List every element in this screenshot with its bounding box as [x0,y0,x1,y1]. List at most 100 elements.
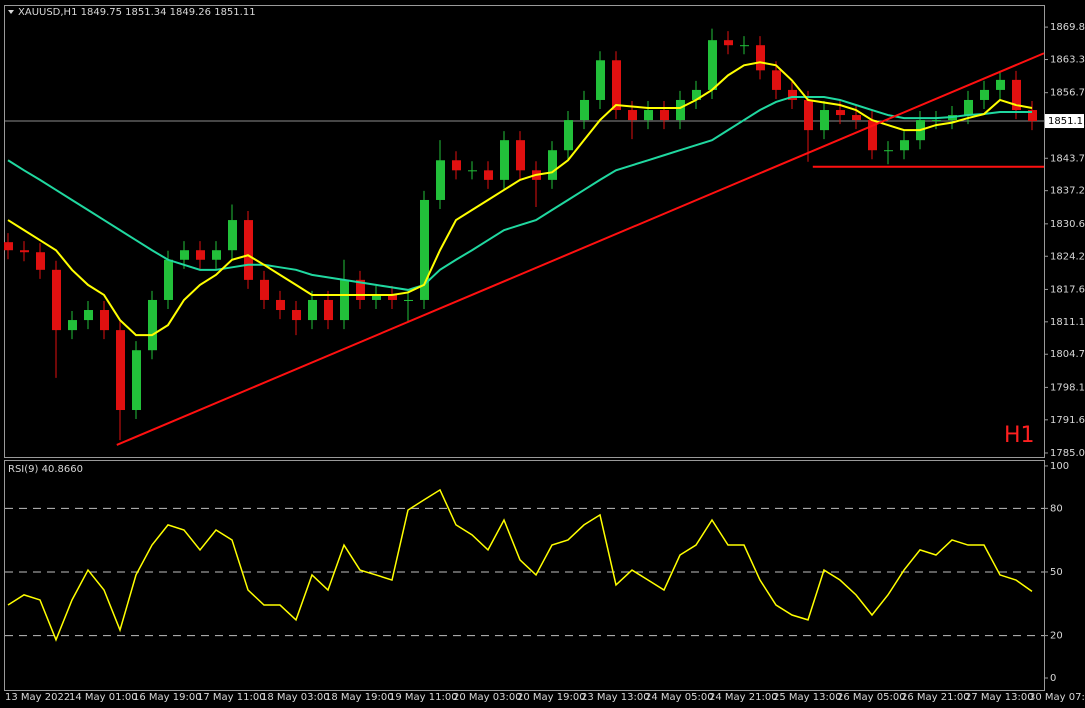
candle-body [1012,79,1021,111]
candle-body [148,299,157,351]
candle-body [84,310,93,321]
candle-body [804,99,813,131]
candle-body [308,299,317,321]
y-tick-label: 1863.35 [1050,55,1085,66]
candle-body [164,259,173,300]
x-tick-label: 27 May 13:00 [965,692,1034,703]
candle-body [388,294,397,300]
candle-body [468,170,477,172]
x-tick-label: 26 May 21:00 [901,692,970,703]
candle-body [100,310,109,331]
candle-body [548,150,557,180]
candle-body [452,160,461,171]
candle-body [420,199,429,300]
candle-body [692,89,701,100]
y-tick-label: 1837.25 [1050,186,1085,197]
menu-triangle [8,10,14,14]
candle-body [564,120,573,151]
candle-body [740,45,749,47]
candle-body [132,350,141,411]
current-price-label: 1851.11 [1048,116,1085,127]
x-tick-label: 17 May 11:00 [197,692,266,703]
x-tick-label: 25 May 13:00 [773,692,842,703]
candle-body [20,250,29,253]
indicator-title: RSI(9) 40.8660 [8,464,83,475]
candle-body [756,45,765,71]
candle-body [228,220,237,251]
y-tick-label: 20 [1050,631,1063,642]
y-tick-label: 1791.65 [1050,415,1085,426]
candle-body [980,89,989,100]
y-tick-label: 1785.05 [1050,448,1085,459]
candle-body [580,99,589,121]
candle-body [900,140,909,151]
candle-body [4,242,13,251]
moving-average [7,61,1033,337]
main-panel [4,5,1045,458]
x-tick-label: 24 May 21:00 [709,692,778,703]
candle-body [372,294,381,300]
candle-body [644,110,653,121]
x-tick-label: 24 May 05:00 [645,692,714,703]
y-tick-label: 1811.15 [1050,317,1085,328]
candle-body [36,252,45,270]
candle-body [820,110,829,131]
candle-body [340,279,349,321]
candle-body [276,299,285,311]
candle-body [68,320,77,331]
x-tick-label: 13 May 2022 [5,692,70,703]
x-tick-label: 20 May 03:00 [453,692,522,703]
candle-body [484,170,493,180]
candle-body [404,299,413,301]
x-tick-label: 19 May 11:00 [389,692,458,703]
rsi-line [7,488,1033,642]
candle-body [724,40,733,46]
x-tick-label: 23 May 13:00 [581,692,650,703]
candle-body [436,160,445,200]
candle-body [116,330,125,411]
y-tick-label: 1843.70 [1050,153,1085,164]
candle-body [836,110,845,116]
candle-body [852,115,861,121]
x-tick-label: 16 May 19:00 [133,692,202,703]
candle-body [628,110,637,121]
candle-body [772,70,781,90]
candle-body [212,250,221,260]
candle-body [676,99,685,121]
y-tick-label: 50 [1050,567,1063,578]
current-price-box [1045,114,1084,129]
candle-body [52,269,61,331]
candle-body [500,140,509,180]
candle-body [996,79,1005,90]
x-tick-label: 20 May 19:00 [517,692,586,703]
y-tick-label: 80 [1050,503,1063,514]
x-tick-label: 30 May 07:00 [1029,692,1085,703]
rsi-panel [4,460,1045,691]
x-tick-label: 18 May 19:00 [325,692,394,703]
y-tick-label: 1824.20 [1050,251,1085,262]
candle-body [356,279,365,300]
y-tick-label: 1856.75 [1050,88,1085,99]
candle-body [708,40,717,90]
y-tick-label: 1804.70 [1050,349,1085,360]
timeframe-label: H1 [1004,423,1035,448]
y-tick-label: 1817.60 [1050,284,1085,295]
x-tick-label: 26 May 05:00 [837,692,906,703]
candle-body [788,89,797,100]
candle-body [1028,110,1037,122]
y-tick-label: 1830.65 [1050,219,1085,230]
moving-average [7,95,1032,291]
candle-body [260,279,269,300]
trendline [116,52,1045,446]
candle-body [932,120,941,122]
candle-body [868,120,877,151]
y-tick-label: 1798.10 [1050,382,1085,393]
candle-body [196,250,205,260]
y-tick-label: 0 [1050,673,1056,684]
candle-body [180,250,189,260]
x-tick-label: 14 May 01:00 [69,692,138,703]
candle-body [612,60,621,111]
